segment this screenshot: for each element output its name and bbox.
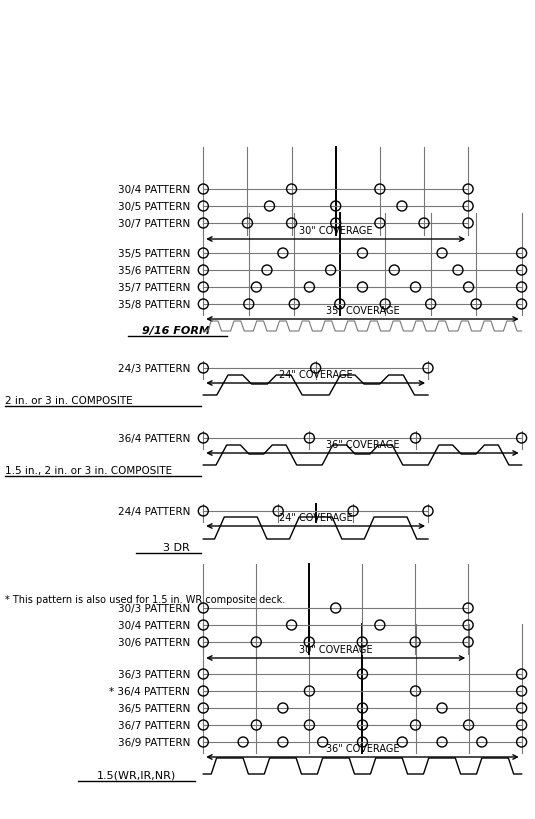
Text: 36/5 PATTERN: 36/5 PATTERN: [118, 704, 190, 713]
Text: 30/6 PATTERN: 30/6 PATTERN: [118, 637, 190, 647]
Text: 36" COVERAGE: 36" COVERAGE: [326, 743, 399, 753]
Text: 24/3 PATTERN: 24/3 PATTERN: [118, 364, 190, 373]
Text: 35/5 PATTERN: 35/5 PATTERN: [118, 249, 190, 259]
Text: 2 in. or 3 in. COMPOSITE: 2 in. or 3 in. COMPOSITE: [5, 396, 133, 405]
Text: 1.5 in., 2 in. or 3 in. COMPOSITE: 1.5 in., 2 in. or 3 in. COMPOSITE: [5, 465, 172, 475]
Text: 30/5 PATTERN: 30/5 PATTERN: [118, 201, 190, 212]
Text: 30/7 PATTERN: 30/7 PATTERN: [118, 219, 190, 229]
Text: 30/4 PATTERN: 30/4 PATTERN: [118, 185, 190, 195]
Text: 35/6 PATTERN: 35/6 PATTERN: [118, 265, 190, 276]
Text: 30" COVERAGE: 30" COVERAGE: [299, 645, 372, 654]
Text: 9/16 FORM: 9/16 FORM: [142, 326, 211, 336]
Text: 3 DR: 3 DR: [163, 542, 190, 552]
Text: 36/3 PATTERN: 36/3 PATTERN: [118, 669, 190, 679]
Text: 36/7 PATTERN: 36/7 PATTERN: [118, 720, 190, 730]
Text: 35/7 PATTERN: 35/7 PATTERN: [118, 283, 190, 292]
Text: 36/4 PATTERN: 36/4 PATTERN: [118, 433, 190, 443]
Text: 35/8 PATTERN: 35/8 PATTERN: [118, 300, 190, 310]
Text: 24" COVERAGE: 24" COVERAGE: [279, 369, 353, 379]
Text: 30/3 PATTERN: 30/3 PATTERN: [118, 604, 190, 613]
Text: 1.5(WR,IR,NR): 1.5(WR,IR,NR): [97, 770, 176, 780]
Text: 24/4 PATTERN: 24/4 PATTERN: [118, 506, 190, 516]
Text: * This pattern is also used for 1.5 in. WR composite deck.: * This pattern is also used for 1.5 in. …: [5, 595, 286, 604]
Text: 35" COVERAGE: 35" COVERAGE: [326, 305, 399, 315]
Text: 36/9 PATTERN: 36/9 PATTERN: [118, 737, 190, 747]
Text: 30/4 PATTERN: 30/4 PATTERN: [118, 620, 190, 631]
Text: * 36/4 PATTERN: * 36/4 PATTERN: [109, 686, 190, 696]
Text: 30" COVERAGE: 30" COVERAGE: [299, 226, 372, 236]
Text: 24" COVERAGE: 24" COVERAGE: [279, 513, 353, 523]
Text: 36" COVERAGE: 36" COVERAGE: [326, 440, 399, 450]
